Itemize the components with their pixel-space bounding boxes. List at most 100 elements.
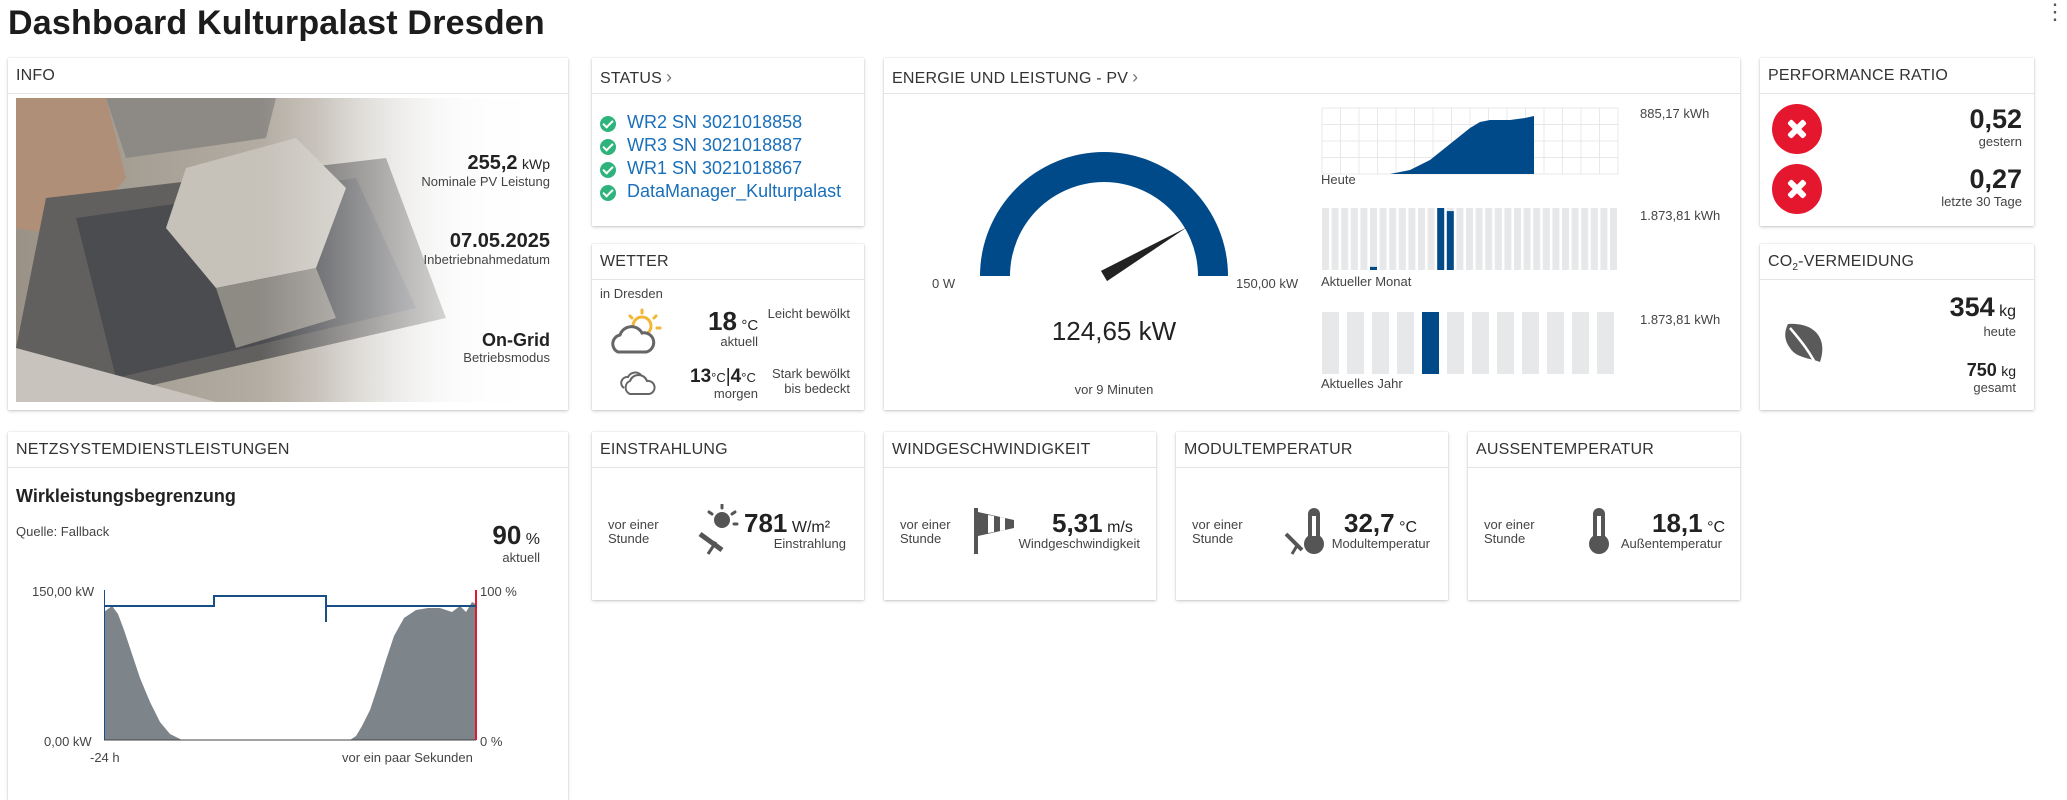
check-circle-icon — [600, 116, 616, 132]
grid-limit-line — [104, 595, 476, 622]
grid-source: Quelle: Fallback — [16, 524, 110, 539]
year-bar-background — [1347, 312, 1364, 374]
month-bar-background — [1456, 208, 1464, 270]
y-left-top: 150,00 kW — [32, 584, 95, 599]
wind-label: Windgeschwindigkeit — [1018, 536, 1140, 551]
status-item-wr3[interactable]: WR3 SN 3021018887 — [627, 135, 803, 155]
gauge-min-label: 0 W — [932, 276, 956, 291]
month-bar-background — [1475, 208, 1483, 270]
commissioning-date: 07.05.2025 — [449, 230, 550, 252]
info-card: INFO — [8, 58, 568, 410]
year-bar-background — [1322, 312, 1339, 374]
grid-percent: 90 % — [492, 520, 540, 551]
tomorrow-temp: 13°C|4°C — [690, 366, 756, 388]
month-bar — [1446, 211, 1454, 270]
today-label: Heute — [1321, 172, 1356, 187]
month-bar-background — [1360, 208, 1368, 270]
x-start-label: -24 h — [90, 750, 120, 765]
status-item-wr2[interactable]: WR2 SN 3021018858 — [627, 112, 803, 132]
year-bar-background — [1447, 312, 1464, 374]
energy-header[interactable]: ENERGIE UND LEISTUNG - PV › — [884, 58, 1740, 94]
outside-temp-reading: 18,1 °C — [1652, 508, 1725, 539]
co2-title-post: -VERMEIDUNG — [1798, 253, 1915, 270]
energy-title: ENERGIE UND LEISTUNG - PV — [892, 70, 1129, 87]
year-bar-background — [1397, 312, 1414, 374]
month-bar-background — [1408, 208, 1416, 270]
month-bar-background — [1590, 208, 1598, 270]
chevron-right-icon[interactable]: › — [1132, 67, 1139, 87]
month-bar-background — [1322, 208, 1329, 270]
current-temp-value: 18 — [708, 306, 737, 336]
year-bar — [1422, 312, 1439, 374]
status-item-wr1[interactable]: WR1 SN 3021018867 — [627, 158, 803, 178]
check-circle-icon — [600, 139, 616, 155]
month-bar-background — [1542, 208, 1550, 270]
module-thermometer-icon — [1284, 508, 1324, 555]
pr-month-label: letzte 30 Tage — [1941, 194, 2022, 209]
tomorrow-weather-desc-2: bis bedeckt — [784, 381, 850, 396]
year-bar-background — [1472, 312, 1489, 374]
today-value: 885,17 kWh — [1640, 106, 1710, 121]
year-bar-background — [1497, 312, 1514, 374]
nominal-power: 255,2 kWp — [467, 152, 550, 175]
irradiance-unit: W/m² — [791, 519, 831, 536]
status-header[interactable]: STATUS › — [592, 58, 864, 94]
outside-temp-card: AUSSENTEMPERATUR vor einer Stunde 18,1 °… — [1468, 432, 1740, 600]
y-right-bottom: 0 % — [480, 734, 503, 749]
month-bar-background — [1485, 208, 1493, 270]
month-value: 1.873,81 kWh — [1640, 208, 1721, 223]
page-title: Dashboard Kulturpalast Dresden — [8, 4, 545, 42]
irradiance-time: vor einer Stunde — [608, 517, 659, 546]
year-bar-background — [1372, 312, 1389, 374]
error-x-icon — [1772, 104, 1822, 154]
pr-yesterday-label: gestern — [1978, 134, 2022, 149]
wind-reading: 5,31 m/s — [1052, 508, 1133, 539]
operating-mode: On-Grid — [482, 330, 550, 350]
irradiance-label: Einstrahlung — [773, 536, 846, 551]
co2-today-value: 354 — [1949, 292, 1995, 322]
more-menu-icon[interactable]: ⋮ — [2044, 0, 2066, 24]
month-bar-background — [1571, 208, 1579, 270]
grid-percent-label: aktuell — [502, 550, 540, 565]
month-bar — [1370, 266, 1377, 270]
co2-total-value: 750 — [1966, 360, 1997, 380]
year-bar-background — [1522, 312, 1539, 374]
check-circle-icon — [600, 185, 616, 201]
month-bar-background — [1418, 208, 1425, 270]
month-bar-background — [1389, 208, 1397, 270]
month-bar-background — [1379, 208, 1387, 270]
outside-temp-value: 18,1 — [1652, 508, 1703, 538]
nominal-power-value: 255,2 — [467, 152, 518, 174]
current-temp-label: aktuell — [720, 334, 758, 349]
sun-panel-icon — [698, 504, 739, 555]
current-temp: 18 °C — [708, 306, 758, 337]
building-photo — [16, 98, 560, 402]
month-bar-background — [1514, 208, 1521, 270]
gauge-max-label: 150,00 kW — [1236, 276, 1299, 291]
operating-mode-label: Betriebsmodus — [463, 350, 550, 365]
co2-today: 354 kg — [1950, 292, 2016, 323]
module-temp-unit: °C — [1399, 519, 1418, 536]
wind-card: WINDGESCHWINDIGKEIT vor einer Stunde 5,3… — [884, 432, 1156, 600]
status-item-datamanager[interactable]: DataManager_Kulturpalast — [627, 181, 842, 201]
weather-location: in Dresden — [600, 286, 663, 301]
leaf-icon — [1785, 323, 1823, 373]
year-value: 1.873,81 kWh — [1640, 312, 1721, 327]
month-bar-background — [1562, 208, 1569, 270]
status-card: STATUS › WR2 SN 3021018858 WR3 SN 3021018… — [592, 58, 864, 226]
month-bar — [1437, 208, 1445, 270]
chevron-right-icon[interactable]: › — [665, 67, 673, 87]
year-label: Aktuelles Jahr — [1321, 376, 1403, 391]
tomorrow-temp-min-unit: °C — [711, 370, 726, 385]
month-bar-background — [1494, 208, 1502, 270]
irradiance-reading: 781 W/m² — [744, 508, 830, 539]
month-bar-background — [1427, 208, 1435, 270]
module-temp-label: Modultemperatur — [1331, 536, 1430, 551]
month-bar-background — [1504, 208, 1512, 270]
month-bar-background — [1581, 208, 1589, 270]
info-title: INFO — [8, 58, 568, 94]
current-temp-unit: °C — [741, 317, 759, 334]
month-bar-background — [1552, 208, 1560, 270]
month-bar-background — [1341, 208, 1349, 270]
commissioning-date-label: Inbetriebnahmedatum — [423, 252, 550, 267]
